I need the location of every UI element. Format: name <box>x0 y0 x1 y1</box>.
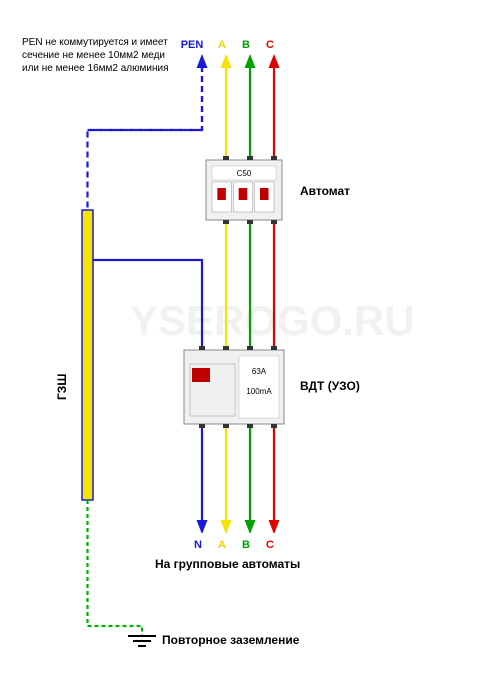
breaker-toggle <box>239 188 248 200</box>
wire-pen <box>88 66 203 210</box>
label-bottom-3: C <box>266 539 274 551</box>
arrow-a-up <box>221 54 232 68</box>
label-gzsh: ГЗШ <box>55 374 69 400</box>
label-bottom-2: B <box>242 539 250 551</box>
label-vdt: ВДТ (УЗО) <box>300 379 360 393</box>
rcd-terminal-top <box>271 346 277 350</box>
arrow-pen-up <box>197 54 208 68</box>
rcd-sensitivity: 100mA <box>246 387 272 396</box>
label-top-3: C <box>266 39 274 51</box>
label-reground: Повторное заземление <box>162 633 300 647</box>
wire-ground <box>88 500 143 636</box>
rcd-rating: 63A <box>252 367 267 376</box>
breaker-rating: C50 <box>237 169 252 178</box>
rcd-toggle <box>192 368 210 382</box>
breaker-terminal-top <box>247 156 253 160</box>
breaker-toggle <box>217 188 226 200</box>
label-automat: Автомат <box>300 184 350 198</box>
label-top-1: A <box>218 39 226 51</box>
label-top-2: B <box>242 39 250 51</box>
rcd-terminal-top <box>247 346 253 350</box>
breaker-terminal-bottom <box>247 220 253 224</box>
arrow-c-down <box>269 520 280 534</box>
rcd-terminal-top <box>199 346 205 350</box>
breaker-terminal-top <box>223 156 229 160</box>
arrow-n-down <box>197 520 208 534</box>
note-line-2: или не менее 16мм2 алюминия <box>22 63 169 74</box>
breaker-terminal-bottom <box>271 220 277 224</box>
note-line-1: сечение не менее 10мм2 меди <box>22 50 165 61</box>
arrow-c-up <box>269 54 280 68</box>
arrow-b-up <box>245 54 256 68</box>
breaker-terminal-bottom <box>223 220 229 224</box>
breaker-toggle <box>260 188 269 200</box>
busbar-gzsh <box>82 210 93 500</box>
watermark: YSEROGO.RU <box>130 297 415 344</box>
label-bottom-0: N <box>194 539 202 551</box>
rcd-terminal-bottom <box>247 424 253 428</box>
rcd-terminal-top <box>223 346 229 350</box>
note-line-0: PEN не коммутируется и имеет <box>22 37 168 48</box>
label-outgoing: На групповые автоматы <box>155 557 300 571</box>
rcd-terminal-bottom <box>271 424 277 428</box>
rcd-terminal-bottom <box>199 424 205 428</box>
rcd-terminal-bottom <box>223 424 229 428</box>
label-bottom-1: A <box>218 539 226 551</box>
breaker-terminal-top <box>271 156 277 160</box>
arrow-b-down <box>245 520 256 534</box>
arrow-a-down <box>221 520 232 534</box>
label-top-0: PEN <box>181 39 204 51</box>
